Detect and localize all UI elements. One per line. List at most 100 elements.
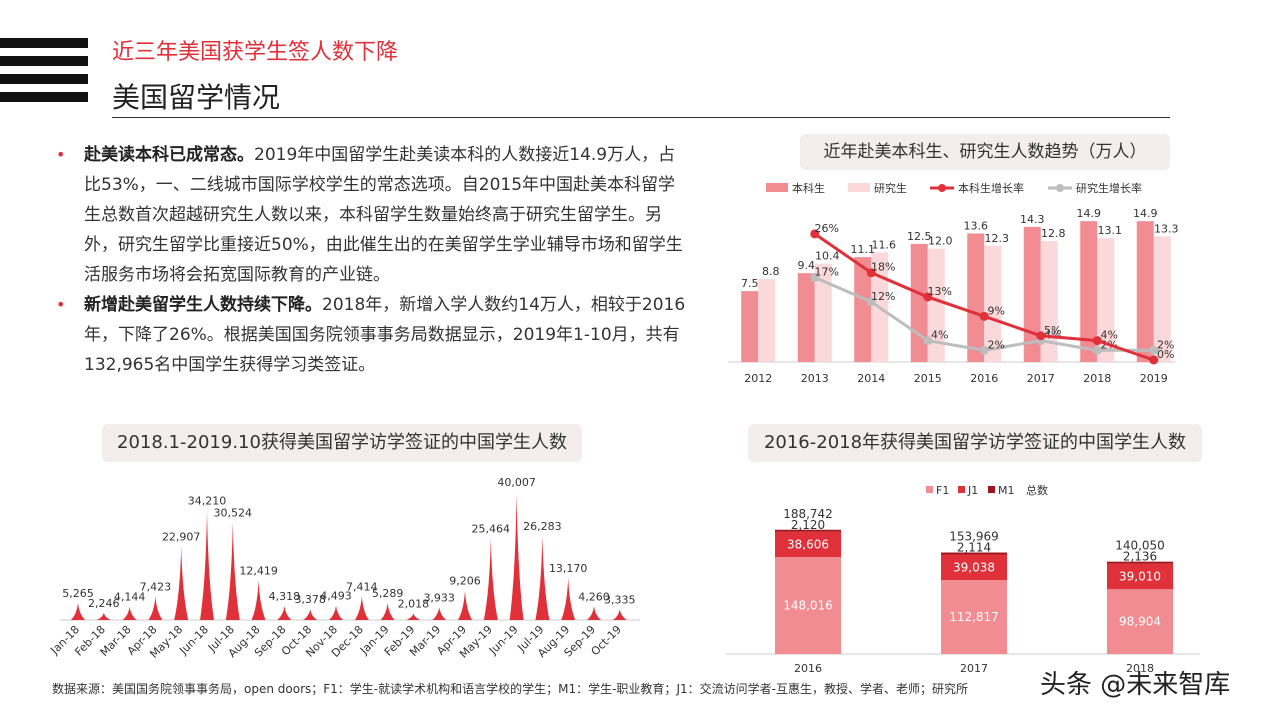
m1-value-label: 2,120 xyxy=(791,518,825,532)
bar-m1 xyxy=(775,529,841,532)
legend-label-total: 总数 xyxy=(1026,483,1048,497)
bar-undergrad xyxy=(854,257,872,362)
x-tick-label: 2016 xyxy=(794,662,822,675)
undergrad-rate-point xyxy=(1092,336,1102,346)
graduate-rate-label: 2% xyxy=(1157,338,1174,351)
monthly-visa-chart: 5,265Jan-182,246Feb-184,144Mar-187,423Ap… xyxy=(48,476,640,661)
visa-value-label: 7,423 xyxy=(140,580,172,593)
m1-value-label: 2,114 xyxy=(957,541,991,555)
bar-label: 13.6 xyxy=(964,219,989,232)
graduate-rate-point xyxy=(1149,345,1159,355)
bullet-heading: 新增赴美留学生人数持续下降。 xyxy=(84,295,322,315)
graduate-rate-point xyxy=(923,336,933,346)
visa-peak xyxy=(535,535,550,620)
visa-peak xyxy=(96,612,111,620)
bar-label: 11.1 xyxy=(851,243,876,256)
visa-peak xyxy=(354,596,369,620)
visa-peak xyxy=(483,538,498,620)
bar-undergrad xyxy=(1023,226,1041,362)
legend-marker xyxy=(938,184,946,192)
undergrad-rate-label: 13% xyxy=(928,285,952,298)
j1-value-label: 39,010 xyxy=(1119,569,1161,583)
graduate-rate-label: 4% xyxy=(931,329,948,342)
bar-graduate xyxy=(984,245,1002,362)
visa-value-label: 30,524 xyxy=(214,506,253,519)
visa-peak xyxy=(122,606,137,620)
page-title: 美国留学情况 xyxy=(112,81,281,114)
x-tick-label: 2016 xyxy=(970,372,998,385)
undergrad-rate-label: 26% xyxy=(815,222,839,235)
visa-value-label: 4,260 xyxy=(578,590,610,603)
x-tick-label: 2019 xyxy=(1140,372,1168,385)
bar-f1 xyxy=(775,557,841,654)
visa-peak xyxy=(458,590,472,620)
graduate-rate-label: 17% xyxy=(815,266,839,279)
visa-value-label: 3,335 xyxy=(604,593,636,606)
legend-swatch xyxy=(766,183,788,192)
legend-label: 本科生 xyxy=(792,181,825,195)
bullet-heading: 赴美读本科已成常态。 xyxy=(84,145,254,165)
graduate-rate-point xyxy=(1092,345,1102,355)
visa-value-label: 2,018 xyxy=(398,598,430,611)
legend-label: F1 xyxy=(936,484,949,497)
bar-graduate xyxy=(927,248,945,362)
undergrad-rate-point xyxy=(810,229,820,239)
visa-peak xyxy=(251,580,266,620)
legend-swatch xyxy=(958,486,965,493)
visa-value-label: 22,907 xyxy=(162,531,201,544)
bar-graduate xyxy=(1040,241,1058,362)
visa-peak xyxy=(71,603,85,620)
bar-m1 xyxy=(1107,561,1173,564)
legend-swatch xyxy=(926,486,933,493)
x-tick-label: 2013 xyxy=(801,372,829,385)
visa-peak xyxy=(225,522,240,620)
graduate-rate-point xyxy=(979,345,989,355)
visa-peak xyxy=(200,510,214,620)
bar-undergrad xyxy=(1136,221,1154,362)
bullet-text: 2019年中国留学生赴美读本科的人数接近14.9万人，占比53%，一、二线城市国… xyxy=(84,145,683,285)
bar-label: 9.4 xyxy=(798,259,816,272)
total-value-label: 140,050 xyxy=(1115,539,1165,553)
bar-label: 14.3 xyxy=(1020,213,1045,226)
legend-label: 研究生增长率 xyxy=(1076,181,1142,195)
legend-swatch xyxy=(988,486,995,493)
bar-m1 xyxy=(941,552,1007,555)
bar-undergrad xyxy=(967,233,985,362)
visa-peak xyxy=(612,609,627,620)
visa-peak xyxy=(587,606,601,620)
bar-label: 12.3 xyxy=(985,232,1010,245)
legend-label: 研究生 xyxy=(874,181,907,195)
visa-value-label: 7,414 xyxy=(346,580,378,593)
bar-graduate xyxy=(1097,238,1115,362)
visa-peak xyxy=(303,609,318,620)
visa-value-label: 25,464 xyxy=(472,523,511,536)
undergrad-rate-label: 9% xyxy=(988,304,1005,317)
undergrad-rate-label: 0% xyxy=(1157,348,1174,361)
bar-label: 12.5 xyxy=(907,230,932,243)
x-tick-label: 2012 xyxy=(744,372,772,385)
legend-label: M1 xyxy=(998,484,1015,497)
undergrad-rate-point xyxy=(1036,331,1046,341)
visa-value-label: 5,265 xyxy=(62,587,94,600)
undergrad-rate-point xyxy=(979,311,989,321)
yearly-visa-chart-title: 2016-2018年获得美国留学访学签证的中国学生人数 xyxy=(748,424,1202,462)
bar-j1 xyxy=(1107,563,1173,590)
undergrad-rate-label: 5% xyxy=(1044,324,1061,337)
visa-peak xyxy=(406,613,421,620)
bar-j1 xyxy=(775,531,841,558)
total-value-label: 153,969 xyxy=(949,530,999,544)
trend-chart: 本科生 研究生 本科生增长率 研究生增长率 7.58.8 2012 9.410.4 2013 1… xyxy=(728,181,1179,385)
undergrad-rate-point xyxy=(923,292,933,302)
legend-label: 本科生增长率 xyxy=(958,181,1024,195)
trend-chart-title: 近年赴美本科生、研究生人数趋势（万人） xyxy=(800,134,1170,170)
graduate-rate-label: 2% xyxy=(988,338,1005,351)
graduate-rate-point xyxy=(810,273,820,283)
x-tick-label: 2018 xyxy=(1083,372,1111,385)
f1-value-label: 148,016 xyxy=(783,599,833,613)
bar-label: 7.5 xyxy=(741,277,759,290)
title-divider xyxy=(112,117,1170,118)
bar-label: 13.3 xyxy=(1154,222,1179,235)
undergrad-rate-point xyxy=(1149,355,1159,365)
watermark: 头条 @未来智库 xyxy=(1040,670,1231,700)
